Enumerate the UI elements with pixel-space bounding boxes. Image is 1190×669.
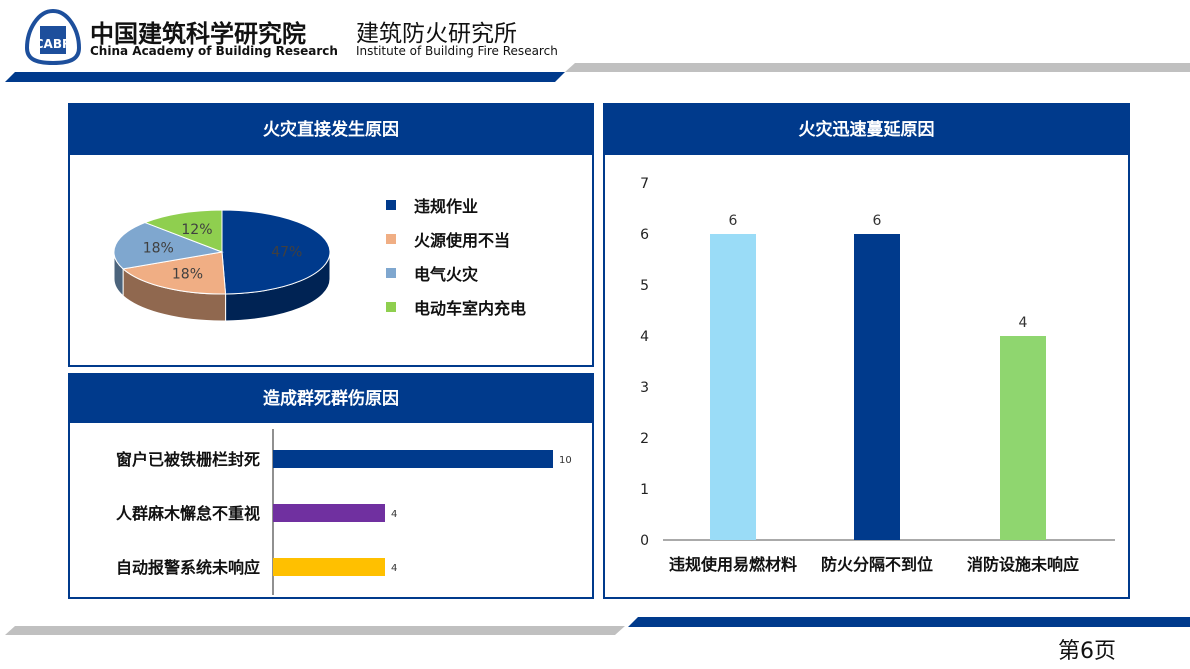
bar bbox=[854, 234, 900, 540]
y-tick-label: 5 bbox=[640, 278, 649, 294]
header-bar-gray bbox=[565, 63, 1190, 72]
logo: CABR bbox=[24, 8, 82, 66]
category-label: 窗户已被铁栅栏封死 bbox=[116, 450, 260, 469]
data-label: 4 bbox=[391, 563, 397, 574]
pie-data-label: 12% bbox=[181, 222, 212, 238]
pie-slice-3 bbox=[143, 209, 223, 253]
legend-item: 火源使用不当 bbox=[386, 227, 510, 251]
y-tick-label: 6 bbox=[640, 227, 649, 243]
x-tick-label: 防火分隔不到位 bbox=[821, 555, 933, 574]
legend-label: 违规作业 bbox=[414, 197, 479, 216]
page-number: 第6页 bbox=[1058, 639, 1116, 664]
pie-title: 火灾直接发生原因 bbox=[70, 105, 592, 155]
pie-slice-1 bbox=[121, 251, 227, 295]
vbar-chart: 0 1 2 3 4 5 6 7 6 违规使用易燃材料 6 防火分隔不到位 4 消防设施未响应 bbox=[640, 176, 1115, 574]
institute-name-cn: 建筑防火研究所 bbox=[356, 21, 517, 47]
legend-swatch bbox=[386, 234, 396, 244]
org-name-en: China Academy of Building Research bbox=[90, 44, 338, 58]
vbar-panel: 火灾迅速蔓延原因 0 1 2 3 4 5 6 7 6 违规使用易燃材料 6 防火分隔不到位 4 消防设施未… bbox=[603, 103, 1130, 599]
y-tick-label: 1 bbox=[640, 482, 649, 498]
org-name-cn: 中国建筑科学研究院 bbox=[90, 19, 306, 48]
y-tick-label: 7 bbox=[640, 176, 649, 192]
data-label: 6 bbox=[729, 213, 738, 229]
data-label: 6 bbox=[873, 213, 882, 229]
svg-text:CABR: CABR bbox=[35, 37, 71, 51]
data-label: 4 bbox=[391, 509, 397, 520]
data-label: 4 bbox=[1019, 315, 1028, 331]
x-tick-label: 消防设施未响应 bbox=[967, 555, 1079, 574]
hbar-title: 造成群死群伤原因 bbox=[70, 375, 592, 423]
legend-swatch bbox=[386, 268, 396, 278]
legend-swatch bbox=[386, 200, 396, 210]
y-tick-label: 3 bbox=[640, 380, 649, 396]
bar bbox=[273, 450, 553, 468]
pie-data-label: 18% bbox=[143, 240, 174, 256]
bar bbox=[273, 558, 385, 576]
legend-label: 火源使用不当 bbox=[414, 231, 511, 250]
category-label: 自动报警系统未响应 bbox=[116, 558, 260, 577]
bar bbox=[1000, 336, 1046, 540]
hbar-chart: 窗户已被铁栅栏封死 10 人群麻木懈怠不重视 4 自动报警系统未响应 4 bbox=[116, 429, 572, 595]
pie-data-label: 18% bbox=[172, 266, 203, 282]
legend-item: 电气火灾 bbox=[386, 261, 478, 285]
y-tick-label: 0 bbox=[640, 533, 649, 549]
pie-slice-2 bbox=[113, 222, 224, 270]
pie-data-label: 47% bbox=[271, 245, 302, 261]
header-bar-blue bbox=[5, 72, 565, 82]
pie-chart: 47% 18% 18% 12% bbox=[113, 209, 331, 322]
pie-panel: 火灾直接发生原因 47% 18% 18% 12% 违规作业火源使用不当 电气火灾电动车室… bbox=[68, 103, 594, 367]
pie-slice-0 bbox=[221, 209, 331, 295]
legend-label: 电动车室内充电 bbox=[414, 299, 527, 318]
hbar-panel: 造成群死群伤原因 窗户已被铁栅栏封死 10 人群麻木懈怠不重视 4 自动报警系统未响应 4 bbox=[68, 373, 594, 599]
bar bbox=[273, 504, 385, 522]
legend-item: 电动车室内充电 bbox=[386, 295, 526, 319]
legend-label: 电气火灾 bbox=[414, 265, 479, 284]
y-tick-label: 4 bbox=[640, 329, 649, 345]
category-label: 人群麻木懈怠不重视 bbox=[116, 504, 260, 523]
bar bbox=[710, 234, 756, 540]
institute-name-en: Institute of Building Fire Research bbox=[356, 44, 558, 58]
footer-bar-gray bbox=[5, 626, 625, 635]
legend-swatch bbox=[386, 302, 396, 312]
vbar-title: 火灾迅速蔓延原因 bbox=[605, 105, 1128, 155]
legend-item: 违规作业 bbox=[386, 193, 478, 217]
y-tick-label: 2 bbox=[640, 431, 649, 447]
footer-bar-blue bbox=[628, 617, 1190, 627]
data-label: 10 bbox=[559, 455, 572, 466]
x-tick-label: 违规使用易燃材料 bbox=[669, 555, 797, 574]
